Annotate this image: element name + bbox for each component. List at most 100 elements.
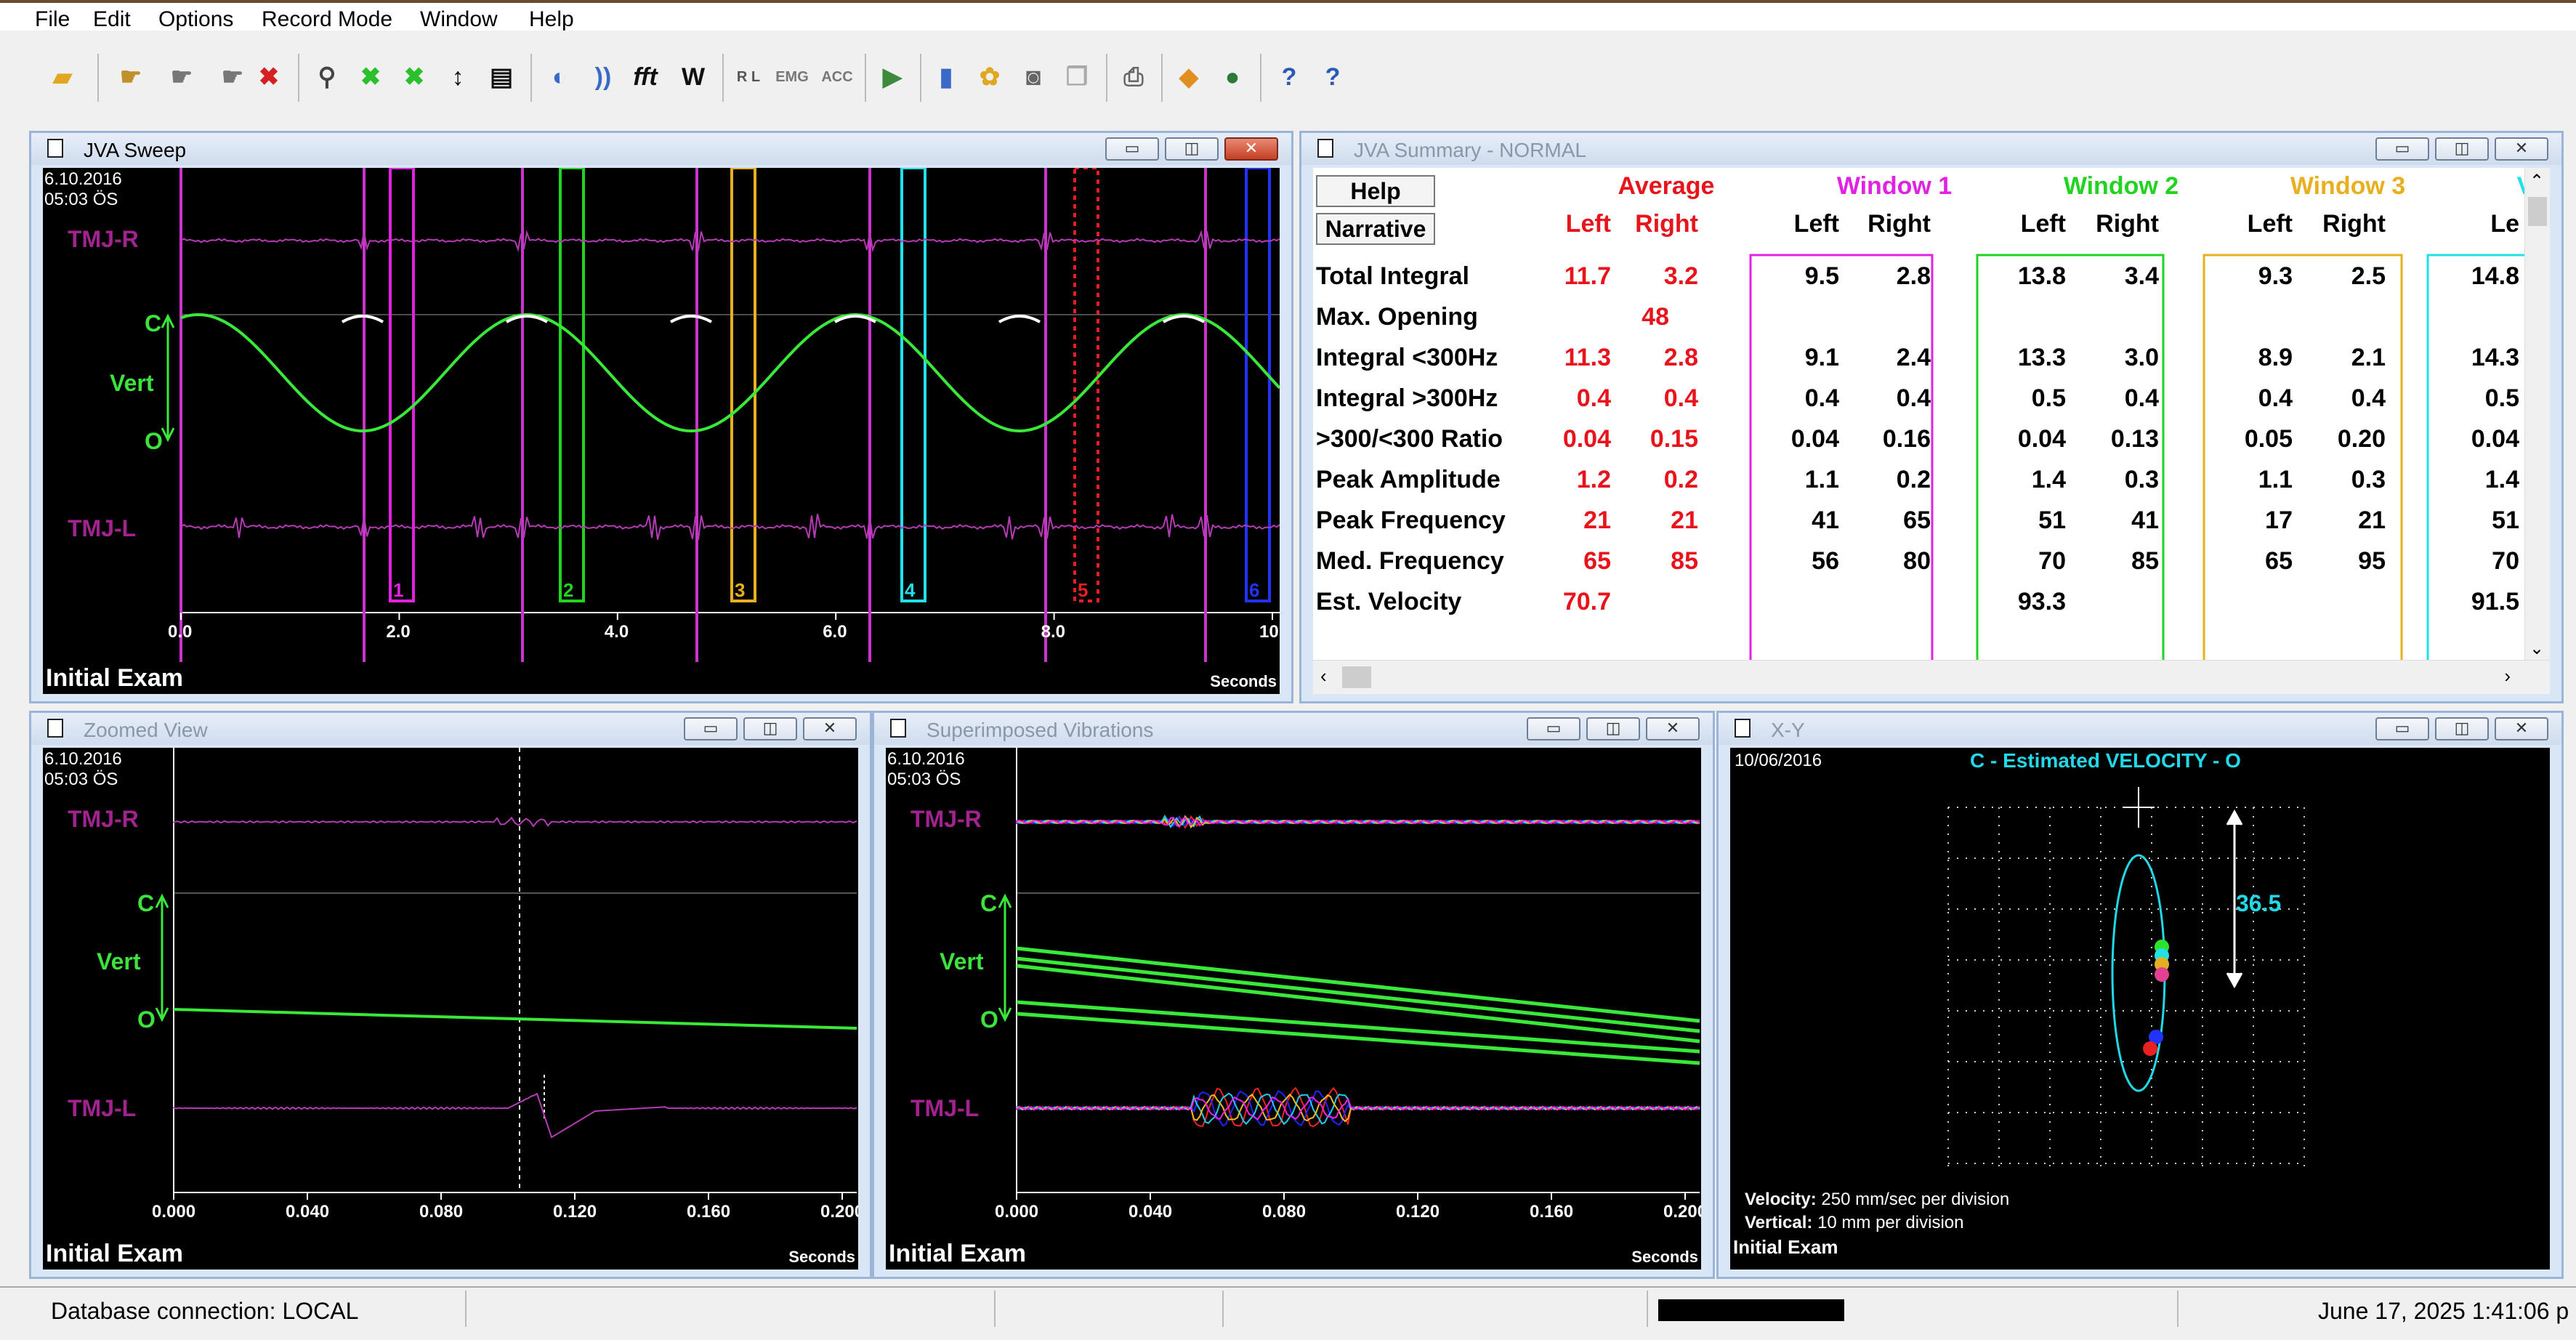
w-icon[interactable]: W xyxy=(681,62,706,91)
superimposed-titlebar[interactable]: Superimposed Vibrations ▭ ◫ ✕ xyxy=(874,713,1713,745)
patient-edit-icon[interactable]: ☛ xyxy=(170,63,193,91)
xy-titlebar[interactable]: X-Y ▭ ◫ ✕ xyxy=(1719,713,2561,745)
table-icon[interactable]: ▤ xyxy=(489,63,514,91)
vertical-overlay-0 xyxy=(1016,946,1700,1023)
menu-help[interactable]: Help xyxy=(529,7,574,31)
cell-2-3-0: 8.9 xyxy=(2258,344,2293,371)
row-label-0: Total Integral xyxy=(1316,262,1469,290)
globe-icon[interactable]: ● xyxy=(1224,62,1240,91)
egn-emg-icon[interactable]: EMG xyxy=(775,68,809,85)
maximize-button[interactable]: ◫ xyxy=(1165,137,1219,161)
book-icon[interactable]: ▮ xyxy=(939,63,953,91)
camera-icon[interactable]: ◙ xyxy=(1025,62,1041,91)
c-label: C xyxy=(145,310,162,336)
menu-record-mode[interactable]: Record Mode xyxy=(262,7,393,31)
close-button[interactable]: ✕ xyxy=(2495,717,2548,740)
close-button[interactable]: ✕ xyxy=(1646,717,1700,740)
super-x-tick-label-5: 0.200 xyxy=(1663,1202,1701,1222)
patient-delete-icon[interactable]: ✖ xyxy=(258,63,280,91)
date-time-label: 6.10.2016 05:03 ÖS xyxy=(44,169,122,209)
tmj-r-label: TMJ-R xyxy=(68,226,139,252)
group-header-3: Window 3 xyxy=(2290,172,2406,200)
trace-peak-3 xyxy=(834,315,876,323)
c-label: C xyxy=(980,890,998,916)
patient-icon[interactable]: ☛ xyxy=(119,63,142,91)
tmj-r-label: TMJ-R xyxy=(911,806,982,832)
zoom-icon[interactable]: ⚲ xyxy=(318,63,336,91)
close-button[interactable]: ✕ xyxy=(1224,137,1278,161)
minimize-button[interactable]: ▭ xyxy=(2375,717,2429,740)
superimposed-plot[interactable]: 0.000 0.040 0.080 0.120 0.160 0.200 6.10.2016… xyxy=(886,748,1701,1270)
help-icon[interactable]: ? xyxy=(1281,62,1297,91)
c-label: C xyxy=(137,890,155,916)
exam-label: Initial Exam xyxy=(46,1240,183,1267)
fft-icon[interactable]: fft xyxy=(633,62,658,91)
window-marker-label-5: 5 xyxy=(1078,579,1088,601)
zoom-x-tick-label-1: 0.040 xyxy=(286,1202,329,1222)
row-label-7: Med. Frequency xyxy=(1316,547,1504,575)
maximize-button[interactable]: ◫ xyxy=(2435,717,2489,740)
vertical-scale-icon[interactable]: ↕ xyxy=(451,62,464,91)
menu-window[interactable]: Window xyxy=(420,7,498,31)
zoomed-plot[interactable]: 0.000 0.040 0.080 0.120 0.160 0.200 6.10.2016… xyxy=(43,748,858,1270)
maximize-button[interactable]: ◫ xyxy=(743,717,797,740)
xy-plot[interactable]: 10/06/2016 C - Estimated VELOCITY - O 36… xyxy=(1730,748,2550,1270)
left-header-1: Left xyxy=(1793,210,1839,238)
maximize-button[interactable]: ◫ xyxy=(1586,717,1640,740)
menu-edit[interactable]: Edit xyxy=(93,7,131,31)
context-help-icon[interactable]: ? xyxy=(1325,62,1341,91)
cell-2-2-0: 13.3 xyxy=(2017,344,2066,371)
cell-0-2-0: 13.8 xyxy=(2017,262,2066,290)
cell-6-2-0: 51 xyxy=(2038,506,2066,534)
menu-file[interactable]: File xyxy=(35,7,70,31)
print-icon[interactable]: ⎙ xyxy=(1123,62,1144,91)
open-folder-icon[interactable]: ▰ xyxy=(52,63,73,91)
jva-summary-titlebar[interactable]: JVA Summary - NORMAL ▭ ◫ ✕ xyxy=(1301,133,2561,165)
deselect-icon[interactable]: ✖ xyxy=(403,63,425,91)
narrative-button[interactable]: Narrative xyxy=(1316,213,1435,245)
scroll-right-icon[interactable]: › xyxy=(2504,665,2511,687)
menu-options[interactable]: Options xyxy=(158,7,234,31)
trace-peak-4 xyxy=(998,315,1041,323)
video-icon[interactable]: ▶ xyxy=(882,63,903,91)
minimize-button[interactable]: ▭ xyxy=(1105,137,1159,161)
vibration-icon[interactable]: ◐ xyxy=(552,62,568,91)
x-tick-label-4: 8.0 xyxy=(1041,622,1065,642)
acp-acc-icon[interactable]: ACC xyxy=(821,68,853,85)
horizontal-scrollbar[interactable]: ‹ › xyxy=(1313,660,2550,694)
zoomed-view-titlebar[interactable]: Zoomed View ▭ ◫ ✕ xyxy=(31,713,870,745)
palette-icon[interactable]: ✿ xyxy=(979,63,1001,91)
cell-6-1-1: 65 xyxy=(1903,506,1931,534)
scroll-left-icon[interactable]: ‹ xyxy=(1320,665,1327,687)
scroll-up-icon[interactable]: ⌃ xyxy=(2529,171,2545,191)
select-icon[interactable]: ✖ xyxy=(360,63,381,91)
close-button[interactable]: ✕ xyxy=(803,717,857,740)
opening-measure: 36.5 xyxy=(2236,890,2282,916)
minimize-button[interactable]: ▭ xyxy=(684,717,738,740)
scroll-down-icon[interactable]: ⌄ xyxy=(2529,639,2545,658)
help-button[interactable]: Help xyxy=(1316,175,1435,207)
group-header-1: Window 1 xyxy=(1836,172,1953,200)
sound-icon[interactable]: )) xyxy=(594,62,612,91)
scroll-thumb-h[interactable] xyxy=(1342,666,1371,688)
patient-list-icon[interactable]: ☛ xyxy=(221,63,244,91)
cell-1-0-0: 48 xyxy=(1642,303,1669,331)
window-marker-label-4: 4 xyxy=(905,579,916,601)
right-header-1: Right xyxy=(1868,210,1931,238)
tag-icon[interactable]: ◆ xyxy=(1179,63,1199,91)
sweep-plot[interactable]: 1 2 3 4 5 6 0.0 2.0 4.0 6.0 8.0 10.0 6.10.2016 05:0… xyxy=(43,168,1280,694)
cell-3-2-0: 0.5 xyxy=(2031,384,2066,412)
rl-icon[interactable]: R L xyxy=(736,68,761,85)
cell-6-3-0: 17 xyxy=(2265,506,2293,534)
scroll-thumb[interactable] xyxy=(2528,197,2547,226)
window-title: JVA Summary - NORMAL xyxy=(1354,139,1586,161)
close-button[interactable]: ✕ xyxy=(2495,137,2548,161)
maximize-button[interactable]: ◫ xyxy=(2435,137,2489,161)
copy-icon[interactable]: ❐ xyxy=(1065,63,1089,91)
jva-sweep-titlebar[interactable]: JVA Sweep ▭ ◫ ✕ xyxy=(31,133,1291,165)
vertical-scrollbar[interactable]: ⌃ ⌄ xyxy=(2524,168,2550,662)
minimize-button[interactable]: ▭ xyxy=(2375,137,2429,161)
window-marker-2 xyxy=(559,168,585,602)
cell-4-3-1: 0.20 xyxy=(2337,425,2386,453)
minimize-button[interactable]: ▭ xyxy=(1527,717,1580,740)
